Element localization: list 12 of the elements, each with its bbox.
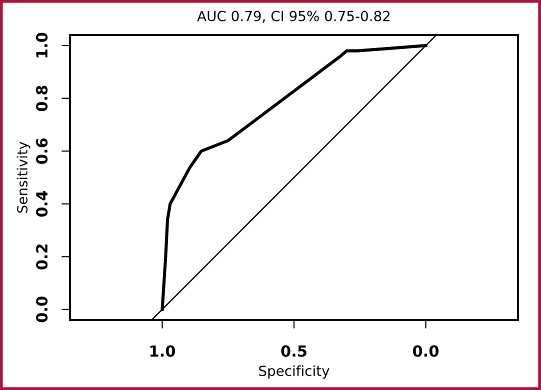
y-tick-label: 0.0 [36,296,48,322]
y-tick-label: 1.0 [36,32,48,58]
y-tick-label: 0.2 [36,244,48,270]
x-tick-label: 1.0 [150,345,176,357]
y-tick-label: 0.8 [36,86,48,112]
chart-title: AUC 0.79, CI 95% 0.75-0.82 [197,10,390,23]
x-tick-label: 0.5 [281,345,306,357]
y-tick-label: 0.6 [36,138,48,164]
x-tick-label: 0.0 [412,345,439,357]
x-axis-title: Specificity [259,365,330,379]
y-tick-label: 0.4 [36,191,48,217]
y-axis-title: Sensitivity [16,142,30,213]
